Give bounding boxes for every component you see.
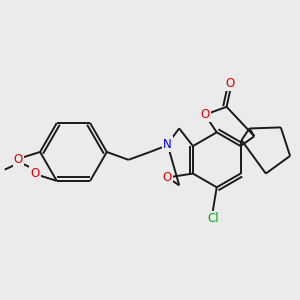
Text: O: O [14, 153, 23, 166]
Text: O: O [200, 108, 210, 121]
Text: O: O [31, 167, 40, 179]
Text: O: O [163, 171, 172, 184]
Text: N: N [163, 138, 172, 151]
Text: Cl: Cl [207, 212, 219, 225]
Text: O: O [226, 77, 235, 90]
